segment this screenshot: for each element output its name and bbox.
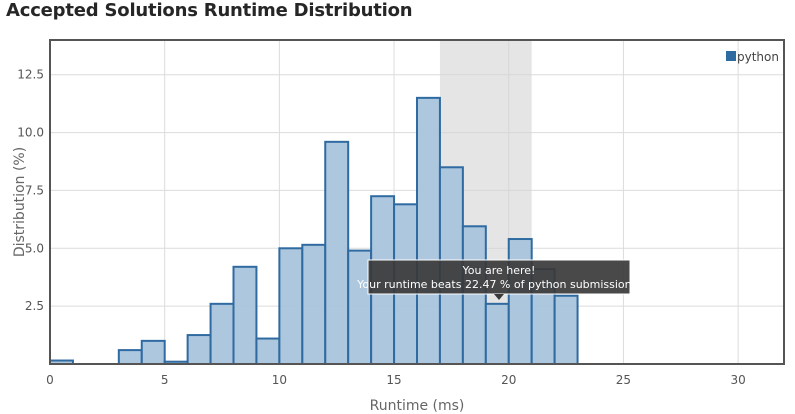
- bar[interactable]: [461, 225, 487, 365]
- bar[interactable]: [140, 339, 166, 366]
- bar[interactable]: [484, 302, 510, 366]
- bar[interactable]: [278, 247, 304, 366]
- legend[interactable]: python: [726, 50, 779, 64]
- bar[interactable]: [255, 337, 281, 365]
- runtime-tooltip: You are here! Your runtime beats 22.47 %…: [356, 259, 641, 300]
- tooltip-pointer: [494, 294, 504, 300]
- y-tick-label: 7.5: [25, 183, 44, 197]
- bar[interactable]: [117, 349, 143, 366]
- x-tick-label: 20: [501, 373, 516, 387]
- tooltip-line-1: You are here!: [462, 264, 536, 277]
- y-tick-label: 10.0: [17, 126, 44, 140]
- y-tick-label: 12.5: [17, 68, 44, 82]
- bar[interactable]: [209, 302, 235, 366]
- x-axis-ticks: 0 5 10 15 20 25 30: [46, 373, 746, 387]
- x-tick-label: 15: [386, 373, 401, 387]
- x-tick-label: 5: [161, 373, 169, 387]
- tooltip-box: [367, 259, 631, 295]
- x-tick-label: 30: [730, 373, 745, 387]
- x-axis-label: Runtime (ms): [370, 398, 465, 414]
- bar[interactable]: [232, 265, 258, 365]
- bar[interactable]: [324, 140, 350, 365]
- bar[interactable]: [186, 334, 212, 366]
- y-axis-label: Distribution (%): [12, 147, 28, 257]
- bar[interactable]: [416, 96, 441, 365]
- y-tick-label: 2.5: [25, 299, 44, 313]
- bar[interactable]: [301, 243, 327, 365]
- bar[interactable]: [553, 294, 579, 366]
- x-tick-label: 10: [272, 373, 287, 387]
- tooltip-line-2: Your runtime beats 22.47 % of python sub…: [356, 278, 641, 291]
- y-tick-label: 5.0: [25, 241, 44, 255]
- bar[interactable]: [507, 238, 533, 365]
- legend-label-python: python: [737, 50, 779, 64]
- legend-swatch-python: [726, 51, 736, 61]
- x-tick-label: 25: [616, 373, 631, 387]
- y-axis-ticks: 2.5 5.0 7.5 10.0 12.5: [17, 68, 44, 313]
- chart-title: Accepted Solutions Runtime Distribution: [6, 0, 413, 21]
- plot-frame: [49, 39, 785, 365]
- x-tick-label: 0: [46, 373, 54, 387]
